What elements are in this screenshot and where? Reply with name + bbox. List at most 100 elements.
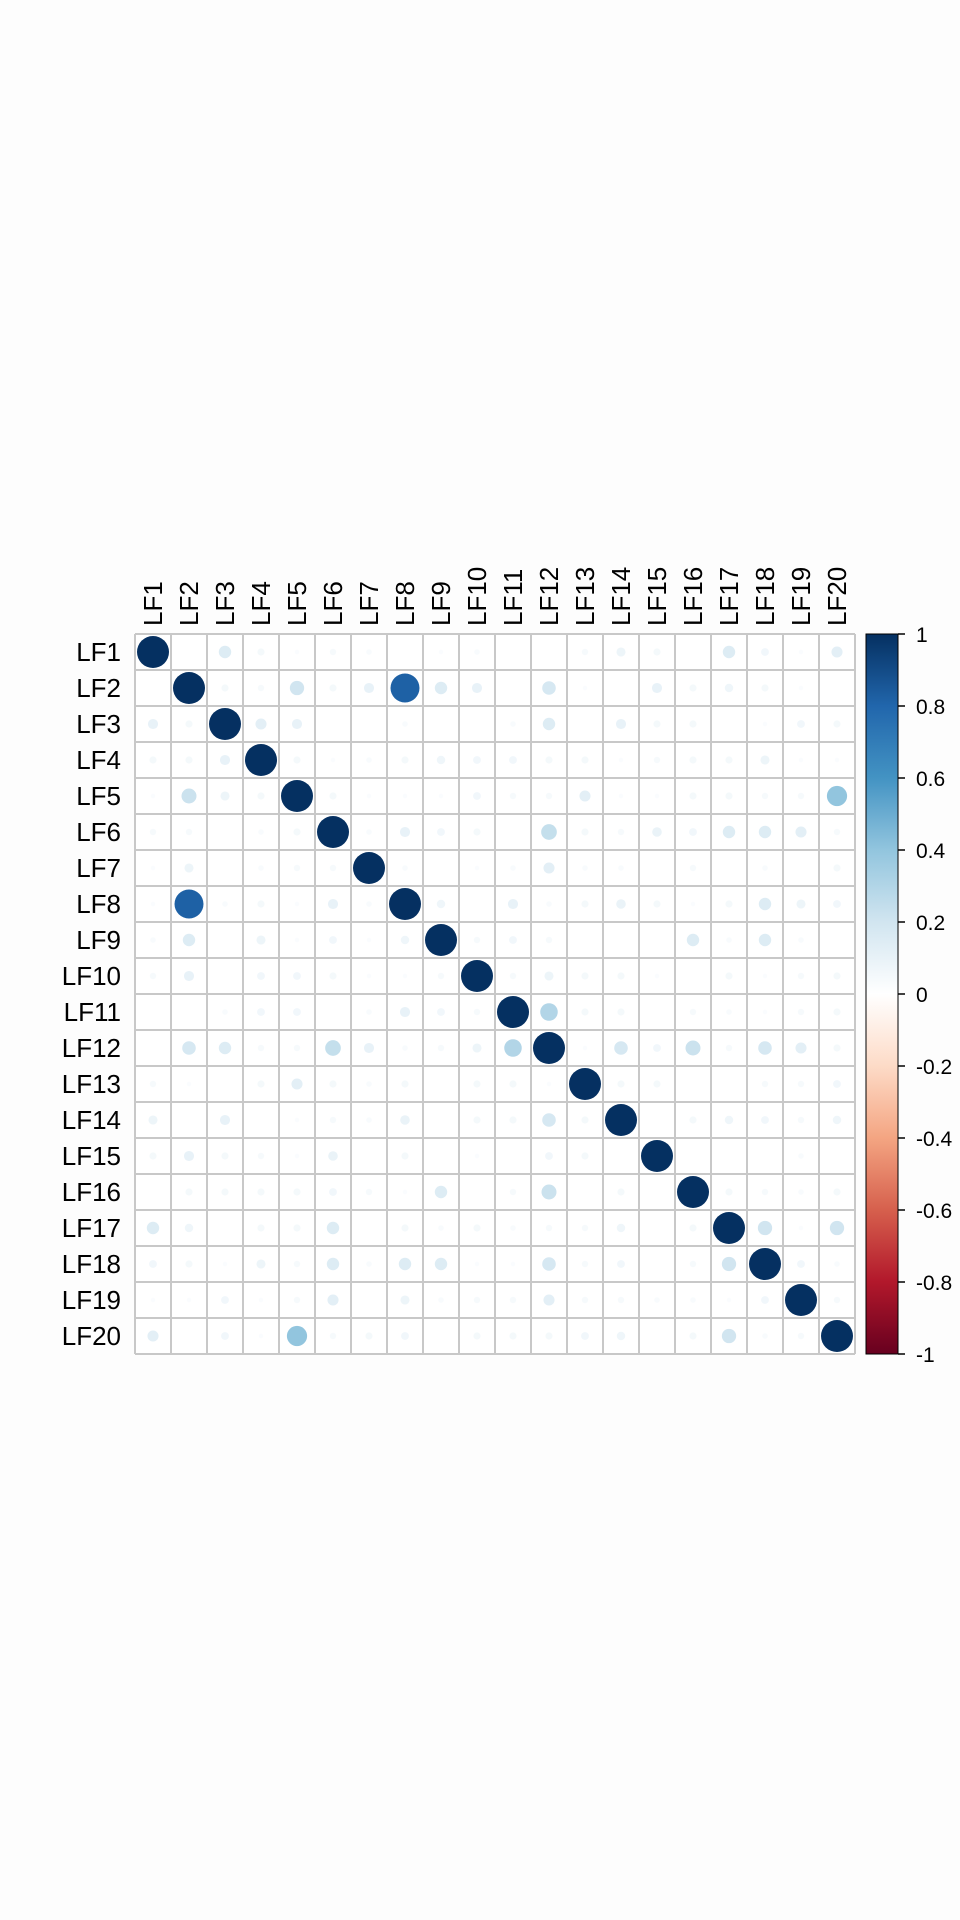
- corr-circle-LF8-LF16: [690, 901, 696, 907]
- corr-circle-LF10-LF20: [833, 972, 841, 980]
- corr-circle-LF3-LF20: [833, 720, 841, 728]
- corr-circle-LF8-LF11: [507, 898, 519, 910]
- corr-circle-LF6-LF15: [652, 827, 662, 837]
- corr-circle-LF9-LF5: [294, 937, 300, 943]
- corr-circle-LF9-LF8: [400, 935, 410, 945]
- corr-circle-LF17-LF16: [689, 1224, 697, 1232]
- corr-circle-LF4-LF3: [219, 754, 231, 766]
- row-label: LF14: [62, 1105, 121, 1135]
- corr-circle-LF7-LF12: [543, 862, 555, 874]
- corr-circle-LF2-LF12: [542, 681, 556, 695]
- corr-circle-LF8-LF17: [725, 900, 733, 908]
- row-label: LF7: [76, 853, 121, 883]
- corr-circle-LF18-LF20: [834, 1261, 840, 1267]
- corr-circle-LF20-LF4: [258, 1333, 264, 1339]
- corr-circle-LF1-LF7: [366, 649, 372, 655]
- corr-circle-LF19-LF19: [785, 1284, 817, 1316]
- corr-circle-LF10-LF6: [329, 972, 337, 980]
- corr-circle-LF1-LF17: [722, 645, 736, 659]
- corr-circle-LF16-LF7: [365, 1188, 373, 1196]
- corr-circle-LF3-LF14: [615, 718, 627, 730]
- corr-circle-LF8-LF12: [546, 901, 552, 907]
- corr-circle-LF14-LF7: [366, 1117, 372, 1123]
- corr-circle-LF16-LF17: [725, 1188, 733, 1196]
- corr-circle-LF1-LF14: [616, 647, 626, 657]
- corr-circle-LF10-LF17: [725, 972, 733, 980]
- column-label: LF19: [786, 567, 816, 626]
- corr-circle-LF7-LF16: [689, 864, 697, 872]
- corr-circle-LF6-LF7: [366, 829, 372, 835]
- corr-circle-LF6-LF6: [317, 816, 349, 848]
- corr-circle-LF5-LF14: [618, 793, 624, 799]
- corr-circle-LF13-LF19: [797, 1080, 805, 1088]
- corr-circle-LF19-LF12: [543, 1294, 555, 1306]
- corr-circle-LF11-LF10: [473, 1008, 481, 1016]
- corr-circle-LF5-LF18: [761, 792, 769, 800]
- corr-circle-LF14-LF11: [509, 1116, 517, 1124]
- corr-circle-LF4-LF16: [689, 756, 697, 764]
- corr-circle-LF20-LF13: [581, 1332, 589, 1340]
- corr-circle-LF7-LF14: [618, 865, 624, 871]
- colorbar-tick-label: 0: [916, 984, 928, 1007]
- corr-circle-LF2-LF7: [363, 682, 375, 694]
- corr-circle-LF1-LF9: [438, 649, 444, 655]
- corr-circle-LF18-LF16: [689, 1260, 697, 1268]
- corr-circle-LF19-LF18: [761, 1296, 769, 1304]
- corr-circle-LF2-LF5: [289, 680, 305, 696]
- row-label: LF10: [62, 961, 121, 991]
- corr-circle-LF14-LF10: [473, 1116, 481, 1124]
- corr-circle-LF19-LF14: [617, 1296, 625, 1304]
- corr-circle-LF15-LF2: [183, 1150, 195, 1162]
- corr-circle-LF15-LF12: [545, 1152, 553, 1160]
- corr-circle-LF8-LF2: [174, 889, 204, 919]
- corr-circle-LF5-LF3: [220, 791, 230, 801]
- corr-circle-LF11-LF3: [222, 1009, 228, 1015]
- corr-circle-LF13-LF6: [329, 1080, 337, 1088]
- corr-circle-LF7-LF13: [582, 865, 588, 871]
- row-label: LF9: [76, 925, 121, 955]
- corr-circle-LF16-LF2: [185, 1188, 193, 1196]
- corr-circle-LF4-LF11: [509, 756, 517, 764]
- corr-circle-LF11-LF19: [797, 1008, 805, 1016]
- column-label: LF13: [570, 567, 600, 626]
- corr-circle-LF13-LF20: [833, 1080, 841, 1088]
- corr-circle-LF19-LF6: [327, 1294, 339, 1306]
- corr-circle-LF17-LF1: [146, 1221, 160, 1235]
- corr-circle-LF14-LF8: [400, 1115, 410, 1125]
- corr-circle-LF19-LF9: [438, 1297, 444, 1303]
- corr-circle-LF6-LF17: [722, 825, 736, 839]
- corr-circle-LF8-LF8: [389, 888, 421, 920]
- corr-circle-LF17-LF10: [473, 1224, 481, 1232]
- corr-circle-LF2-LF9: [434, 681, 448, 695]
- corr-circle-LF10-LF18: [762, 973, 768, 979]
- corr-circle-LF3-LF2: [185, 720, 193, 728]
- corr-circle-LF7-LF8: [402, 865, 408, 871]
- corr-circle-LF10-LF15: [654, 973, 660, 979]
- corr-circle-LF5-LF5: [281, 780, 313, 812]
- corr-circle-LF20-LF1: [147, 1330, 159, 1342]
- corr-circle-LF20-LF14: [616, 1331, 626, 1341]
- corr-circle-LF20-LF7: [365, 1332, 373, 1340]
- corr-circle-LF6-LF20: [833, 828, 841, 836]
- corr-circle-LF9-LF10: [473, 936, 481, 944]
- corr-circle-LF8-LF19: [796, 899, 806, 909]
- corr-circle-LF5-LF13: [579, 790, 591, 802]
- corr-circle-LF9-LF18: [758, 933, 772, 947]
- corr-circle-LF4-LF7: [366, 757, 372, 763]
- corr-circle-LF11-LF11: [497, 996, 529, 1028]
- corr-circle-LF19-LF11: [509, 1296, 517, 1304]
- corr-circle-LF6-LF18: [758, 825, 772, 839]
- corr-circle-LF5-LF7: [366, 793, 372, 799]
- corr-circle-LF13-LF7: [366, 1081, 372, 1087]
- corr-circle-LF18-LF5: [293, 1260, 301, 1268]
- colorbar-legend: 1 0.8 0.6 0.4 0.2 0 -0.2 -0.4 -0.6 -0.8 -1: [865, 624, 953, 1367]
- row-label: LF17: [62, 1213, 121, 1243]
- corr-circle-LF15-LF4: [257, 1152, 265, 1160]
- corr-circle-LF19-LF2: [186, 1297, 192, 1303]
- corr-circle-LF12-LF17: [725, 1044, 733, 1052]
- row-label: LF1: [76, 637, 121, 667]
- corr-circle-LF13-LF12: [546, 1081, 552, 1087]
- corr-circle-LF20-LF20: [821, 1320, 853, 1352]
- corr-circle-LF3-LF19: [797, 720, 805, 728]
- colorbar-tick-label: -0.6: [916, 1200, 952, 1223]
